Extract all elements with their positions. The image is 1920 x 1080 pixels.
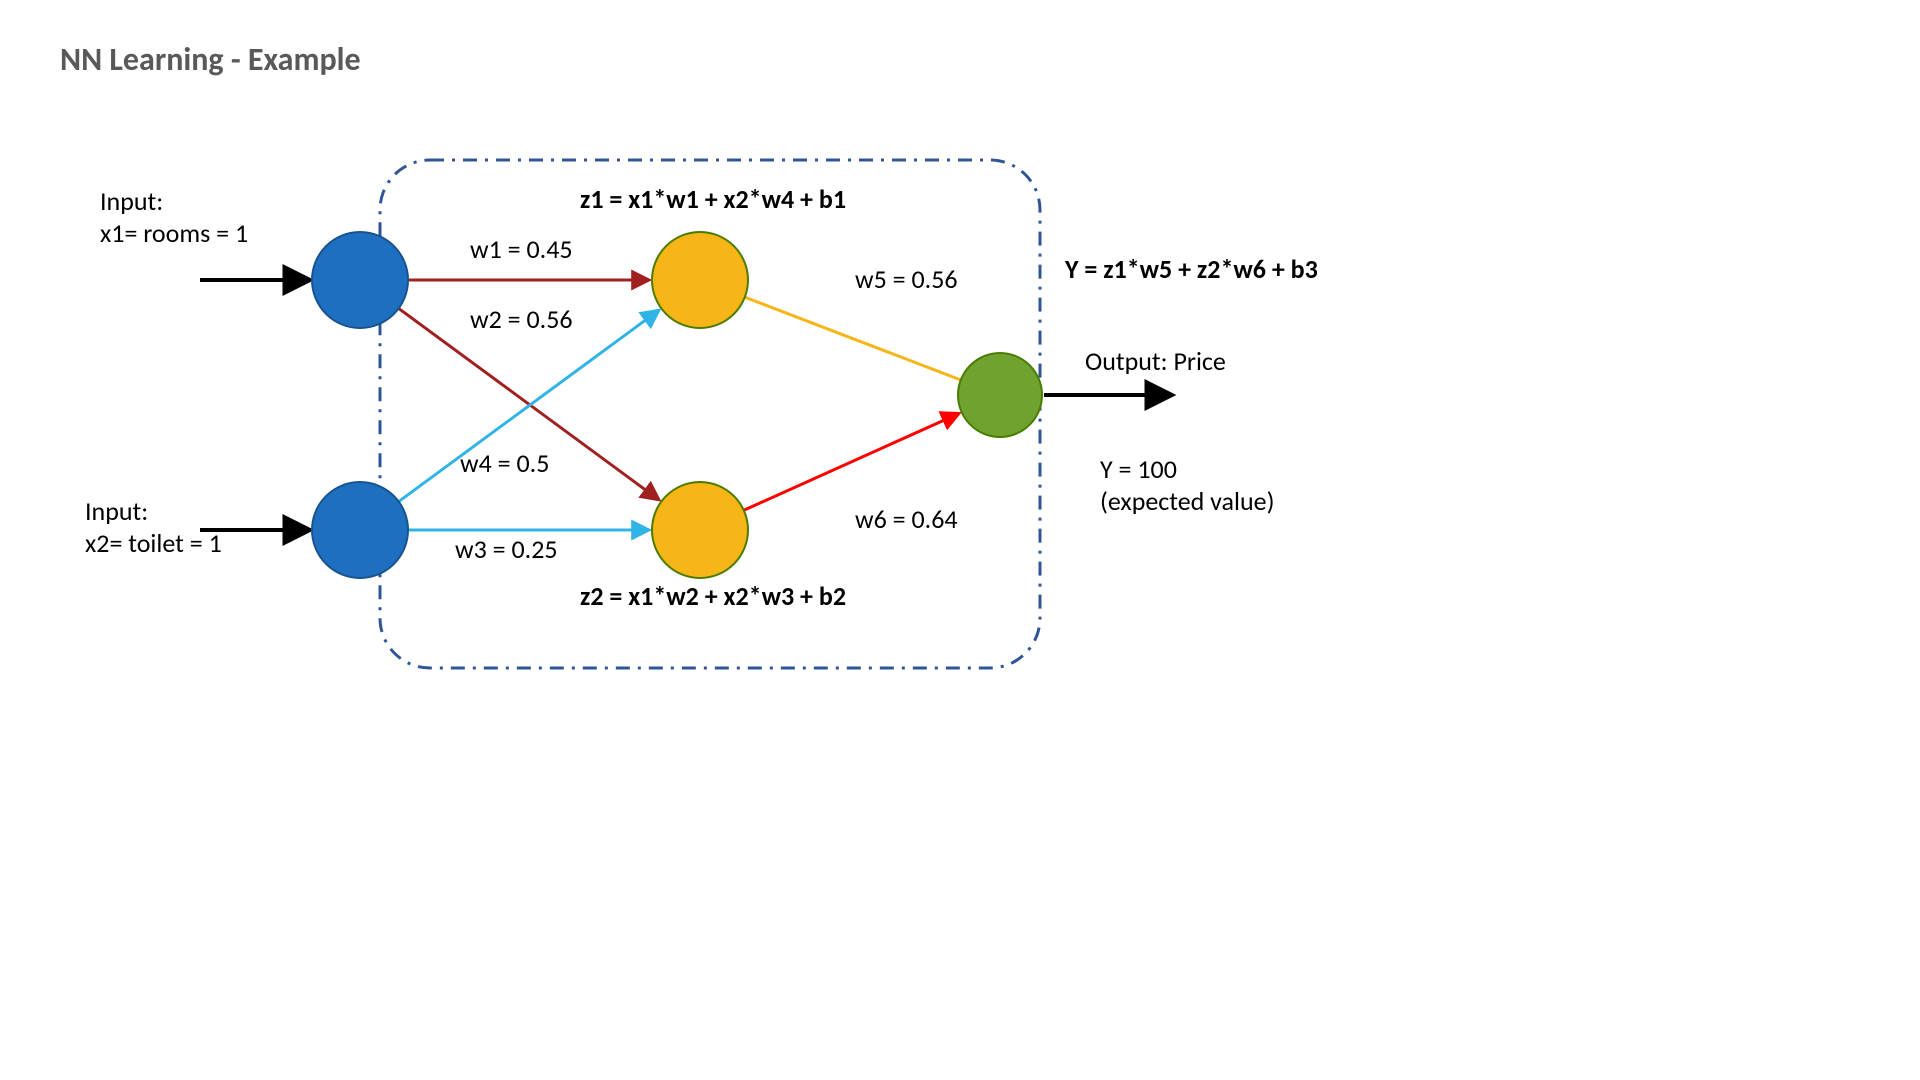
input1-label: Input:x1= rooms = 1 [100,185,248,249]
node-x2 [312,482,408,578]
node-y [958,353,1042,437]
edge-label-w1: w1 = 0.45 [470,233,573,265]
y-formula: Y = z1*w5 + z2*w6 + b3 [1064,253,1318,285]
edge-z2-y [744,414,958,510]
node-x1 [312,232,408,328]
edge-label-w2: w2 = 0.56 [470,303,573,335]
input-arrows [200,280,308,530]
edge-label-w5: w5 = 0.56 [855,263,958,295]
node-z1 [652,232,748,328]
edge-label-w6: w6 = 0.64 [855,503,958,535]
edge-label-w3: w3 = 0.25 [455,533,558,565]
input2-label: Input:x2= toilet = 1 [85,495,222,559]
y-value: Y = 100(expected value) [1100,453,1274,517]
node-z2 [652,482,748,578]
edge-z1-y [745,297,961,380]
nn-diagram: Input:x1= rooms = 1 Input:x2= toilet = 1… [0,0,1920,1080]
z1-formula: z1 = x1*w1 + x2*w4 + b1 [580,183,846,215]
z2-formula: z2 = x1*w2 + x2*w3 + b2 [580,580,846,612]
output-label: Output: Price [1085,345,1226,377]
edge-label-w4: w4 = 0.5 [460,447,549,479]
